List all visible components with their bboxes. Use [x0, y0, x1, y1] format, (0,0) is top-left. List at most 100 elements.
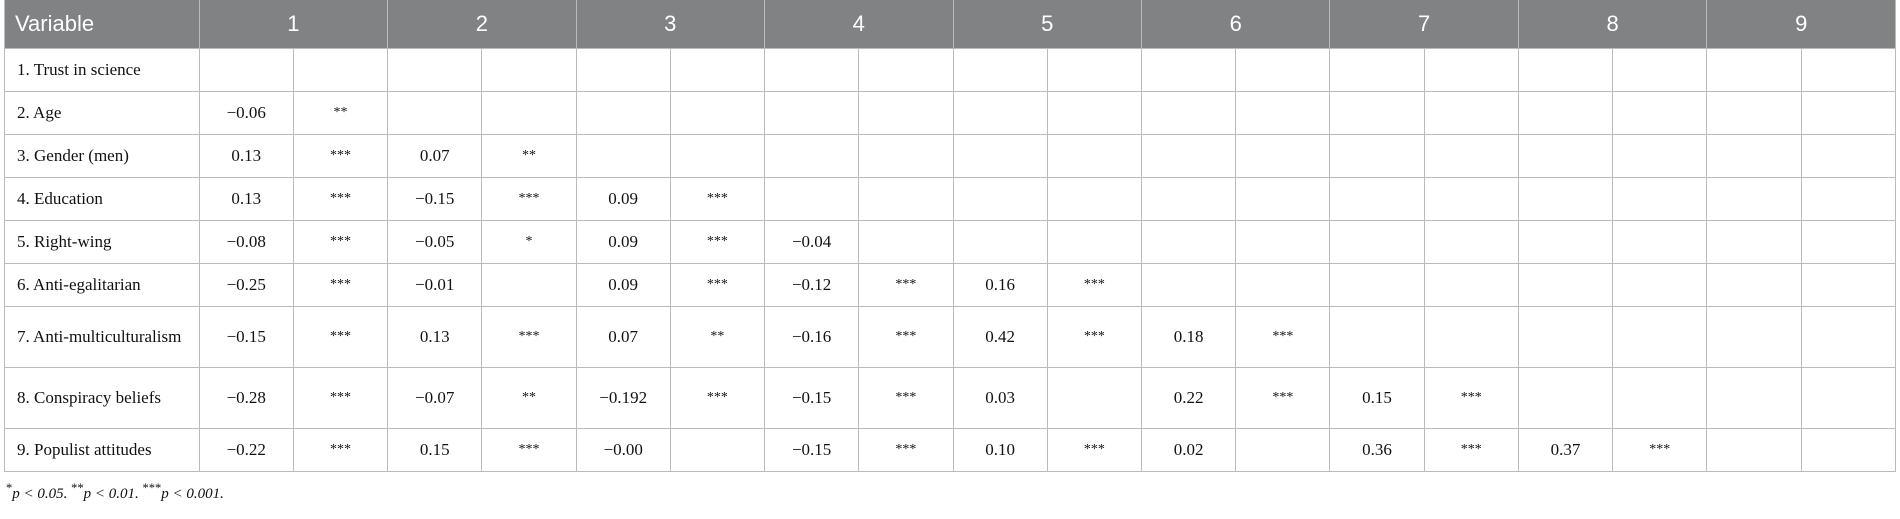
- significance-marker: [1612, 177, 1708, 221]
- correlation-value: −0.15: [764, 367, 860, 429]
- table-header-row: Variable 1 2 3 4 5 6 7 8 9: [4, 0, 1896, 49]
- significance-marker: ***: [1046, 306, 1142, 368]
- significance-marker: [1423, 48, 1519, 92]
- correlation-value: [1517, 91, 1614, 135]
- significance-marker: [858, 48, 954, 92]
- significance-marker: [1046, 134, 1142, 178]
- correlation-value: −0.15: [198, 306, 294, 368]
- correlation-value: [764, 91, 860, 135]
- correlation-value: [198, 48, 294, 92]
- footnote-marker: *: [6, 481, 13, 495]
- correlation-value: 0.37: [1517, 428, 1614, 472]
- correlation-value: [1706, 91, 1802, 135]
- significance-marker: ***: [292, 306, 389, 368]
- correlation-value: 0.10: [952, 428, 1048, 472]
- footnote-text: p < 0.05.: [12, 486, 68, 502]
- correlation-value: [1140, 134, 1237, 178]
- row-label: 2. Age: [4, 91, 200, 135]
- correlation-value: [952, 220, 1048, 264]
- row-label: 3. Gender (men): [4, 134, 200, 178]
- significance-marker: [1423, 91, 1519, 135]
- significance-marker: [481, 263, 577, 307]
- correlation-value: −0.15: [387, 177, 483, 221]
- significance-marker: ***: [292, 134, 389, 178]
- correlation-value: [1706, 306, 1802, 368]
- correlation-value: −0.07: [387, 367, 483, 429]
- footnote-text: p < 0.01.: [83, 486, 139, 502]
- correlation-value: 0.09: [575, 177, 671, 221]
- correlation-value: 0.36: [1329, 428, 1425, 472]
- correlation-value: [1329, 263, 1425, 307]
- significance-marker: [1235, 134, 1331, 178]
- row-label: 7. Anti-multiculturalism: [4, 306, 200, 368]
- correlation-value: [575, 91, 671, 135]
- correlation-value: −0.12: [764, 263, 860, 307]
- correlation-value: [387, 48, 483, 92]
- correlation-value: −0.15: [764, 428, 860, 472]
- significance-marker: **: [669, 306, 766, 368]
- significance-marker: ***: [481, 428, 577, 472]
- correlation-value: 0.15: [387, 428, 483, 472]
- significance-marker: [1046, 91, 1142, 135]
- footnote-marker: ***: [142, 481, 162, 495]
- significance-marker: ***: [669, 367, 766, 429]
- significance-marker: *: [481, 220, 577, 264]
- correlation-value: [1140, 220, 1237, 264]
- correlation-value: 0.13: [387, 306, 483, 368]
- correlation-value: [952, 177, 1048, 221]
- table-row: 4. Education 0.13 *** −0.15 *** 0.09 ***: [4, 177, 1897, 221]
- significance-marker: [1235, 263, 1331, 307]
- correlation-value: [1329, 48, 1425, 92]
- correlation-value: [1329, 177, 1425, 221]
- significance-marker: ***: [1046, 428, 1142, 472]
- correlation-value: 0.02: [1140, 428, 1237, 472]
- correlation-value: [1517, 177, 1614, 221]
- significance-marker: [669, 428, 766, 472]
- significance-marker: [1235, 91, 1331, 135]
- significance-marker: **: [481, 134, 577, 178]
- significance-marker: ***: [292, 428, 389, 472]
- significance-marker: [1046, 177, 1142, 221]
- row-label: 8. Conspiracy beliefs: [4, 367, 200, 429]
- significance-marker: [1235, 177, 1331, 221]
- significance-marker: [1612, 220, 1708, 264]
- significance-marker: ***: [1046, 263, 1142, 307]
- significance-marker: [1423, 220, 1519, 264]
- significance-marker: [1612, 367, 1708, 429]
- correlation-value: 0.07: [575, 306, 671, 368]
- significance-marker: ***: [1235, 306, 1331, 368]
- significance-marker: ***: [481, 306, 577, 368]
- correlation-value: [387, 91, 483, 135]
- row-label: 1. Trust in science: [4, 48, 200, 92]
- significance-marker: ***: [292, 367, 389, 429]
- correlation-value: [1140, 91, 1237, 135]
- footnote-marker: **: [71, 481, 84, 495]
- significance-marker: [1423, 134, 1519, 178]
- significance-marker: [1612, 263, 1708, 307]
- correlation-value: [952, 134, 1048, 178]
- correlation-value: [1706, 177, 1802, 221]
- correlation-value: −0.04: [764, 220, 860, 264]
- correlation-value: [575, 48, 671, 92]
- significance-marker: [1612, 134, 1708, 178]
- significance-marker: [858, 134, 954, 178]
- table-footnote: *p < 0.05. **p < 0.01. ***p < 0.001.: [4, 481, 1896, 503]
- correlation-value: 0.15: [1329, 367, 1425, 429]
- correlation-value: 0.13: [198, 177, 294, 221]
- table-row: 5. Right-wing −0.08 *** −0.05 * 0.09 *** −0.04: [4, 220, 1897, 264]
- correlation-value: [1517, 263, 1614, 307]
- correlation-value: [1329, 220, 1425, 264]
- correlation-value: [1329, 91, 1425, 135]
- correlation-value: 0.13: [198, 134, 294, 178]
- correlation-value: [1706, 48, 1802, 92]
- significance-marker: ***: [1612, 428, 1708, 472]
- significance-marker: [1800, 177, 1897, 221]
- correlation-value: [1517, 220, 1614, 264]
- correlation-value: [1517, 134, 1614, 178]
- significance-marker: ***: [1423, 428, 1519, 472]
- table-row: 3. Gender (men) 0.13 *** 0.07 **: [4, 134, 1897, 178]
- table-row: 7. Anti-multiculturalism −0.15 *** 0.13 *** 0…: [4, 306, 1897, 368]
- correlation-value: 0.09: [575, 263, 671, 307]
- significance-marker: ***: [858, 428, 954, 472]
- header-column-8: 8: [1517, 0, 1708, 49]
